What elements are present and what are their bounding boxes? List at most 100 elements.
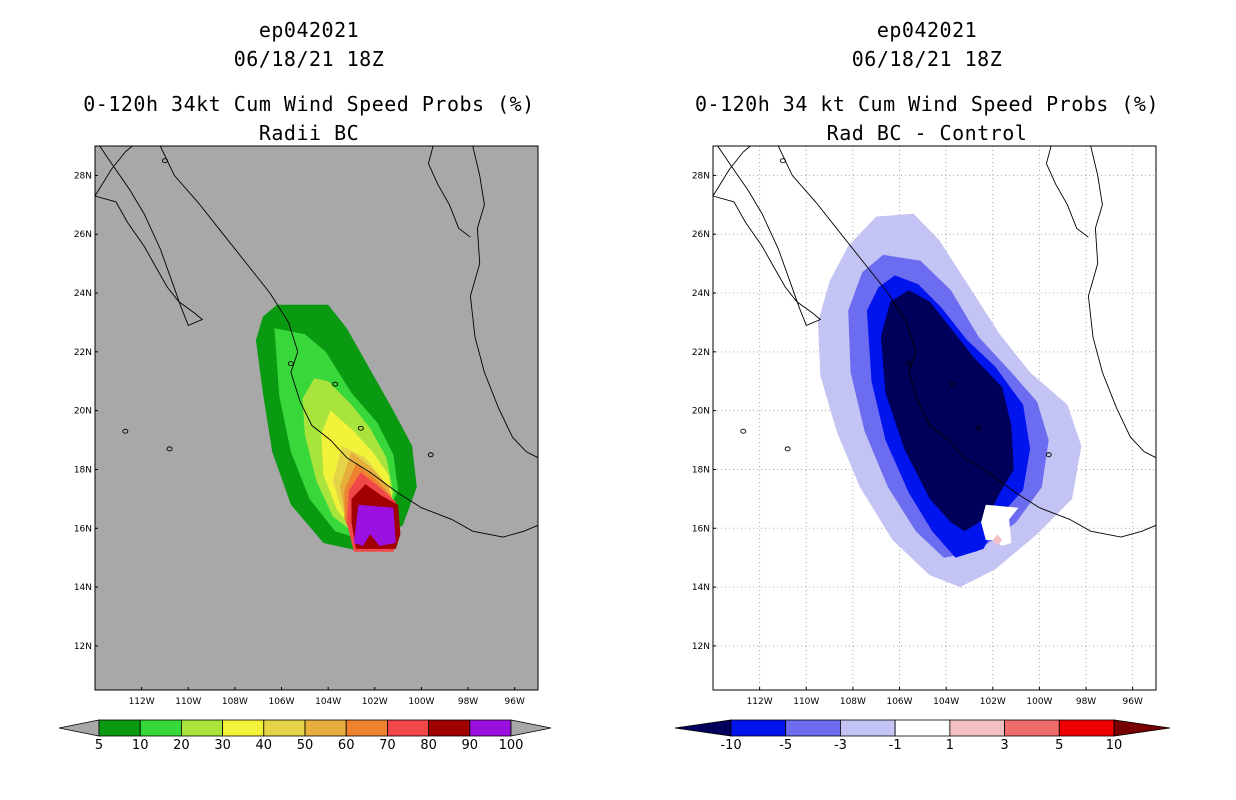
y-tick-label: 24N — [74, 289, 92, 299]
colorbar-label: 5 — [95, 738, 103, 753]
y-tick-label: 16N — [692, 524, 710, 534]
x-tick-label: 102W — [980, 697, 1006, 707]
x-tick-label: 98W — [458, 697, 478, 707]
coastline — [94, 145, 204, 326]
x-tick-label: 96W — [1123, 697, 1143, 707]
x-tick-label: 108W — [222, 697, 248, 707]
x-tick-label: 106W — [886, 697, 912, 707]
x-tick-label: 110W — [175, 697, 201, 707]
x-tick-label: 100W — [408, 697, 434, 707]
island — [427, 452, 434, 458]
right-y-axis-ticks: 12N 14N 16N 18N 20N 22N 24N 26N 28N — [692, 171, 716, 652]
y-tick-label: 26N — [74, 230, 92, 240]
y-tick-label: 28N — [692, 171, 710, 181]
left-plot-frame — [94, 145, 539, 691]
x-tick-label: 104W — [933, 697, 959, 707]
colorbar-label: 70 — [379, 738, 396, 753]
x-tick-label: 112W — [129, 697, 155, 707]
coastline — [469, 145, 539, 459]
x-tick-label: 104W — [315, 697, 341, 707]
right-title-date: 06/18/21 18Z — [851, 47, 1003, 71]
colorbar-high-arrow — [510, 719, 552, 737]
island — [122, 428, 129, 434]
right-coastlines — [712, 145, 1157, 538]
contour-level-90 — [353, 504, 396, 546]
x-tick-label: 100W — [1026, 697, 1052, 707]
y-tick-label: 20N — [74, 407, 92, 417]
y-tick-label: 26N — [692, 230, 710, 240]
x-tick-label: 96W — [505, 697, 525, 707]
colorbar-label: 50 — [297, 738, 314, 753]
island — [975, 425, 982, 431]
y-tick-label: 18N — [74, 465, 92, 475]
island — [784, 446, 791, 452]
left-title-storm-id: ep042021 — [258, 18, 360, 42]
colorbar-label: 3 — [1000, 738, 1008, 753]
left-title-date: 06/18/21 18Z — [233, 47, 385, 71]
left-title-subtitle: Radii BC — [258, 121, 360, 145]
colorbar-label: 40 — [256, 738, 273, 753]
island — [332, 381, 339, 387]
island — [161, 158, 168, 164]
colorbar-label: 5 — [1055, 738, 1063, 753]
right-plot-frame — [712, 145, 1157, 691]
colorbar-segment — [785, 719, 841, 737]
y-tick-label: 16N — [74, 524, 92, 534]
island — [357, 425, 364, 431]
colorbar-high-arrow — [1113, 719, 1171, 737]
left-coastlines — [94, 145, 539, 538]
y-tick-label: 18N — [692, 465, 710, 475]
x-tick-label: 102W — [362, 697, 388, 707]
coastline — [1045, 145, 1089, 238]
coastline — [94, 145, 133, 197]
left-chart-title: ep042021 06/18/21 18Z 0-120h 34kt Cum Wi… — [36, 16, 582, 148]
y-tick-label: 12N — [74, 642, 92, 652]
island — [950, 381, 957, 387]
colorbar-segment — [894, 719, 951, 737]
colorbar-segment — [730, 719, 787, 737]
y-tick-label: 12N — [692, 642, 710, 652]
x-tick-label: 110W — [793, 697, 819, 707]
y-tick-label: 14N — [74, 583, 92, 593]
right-chart-title: ep042021 06/18/21 18Z 0-120h 34 kt Cum W… — [654, 16, 1200, 148]
colorbar-label: -5 — [779, 738, 792, 753]
right-colorbar: -10 -5 -3 -1 1 3 5 10 — [674, 719, 1171, 753]
colorbar-label: 90 — [462, 738, 479, 753]
contour-level-3 — [992, 534, 1003, 546]
colorbar-label: 30 — [214, 738, 231, 753]
colorbar-label: 80 — [420, 738, 437, 753]
colorbar-label: 100 — [499, 738, 524, 753]
y-tick-label: 22N — [692, 348, 710, 358]
left-x-axis-ticks: 112W 110W 108W 106W 104W 102W 100W 98W 96W — [129, 687, 525, 707]
coastline — [427, 145, 471, 238]
right-title-product: 0-120h 34 kt Cum Wind Speed Probs (%) — [694, 92, 1160, 116]
colorbar-label: 10 — [132, 738, 149, 753]
x-tick-label: 98W — [1076, 697, 1096, 707]
colorbar-label: -3 — [834, 738, 847, 753]
right-title-subtitle: Rad BC - Control — [826, 121, 1028, 145]
colorbar-label: 10 — [1106, 738, 1123, 753]
coastline — [1087, 145, 1157, 459]
x-tick-label: 108W — [840, 697, 866, 707]
right-x-axis-ticks: 112W 110W 108W 106W 104W 102W 100W 98W 96W — [747, 687, 1143, 707]
coastline — [159, 145, 539, 538]
contour-level-neg10 — [880, 290, 1014, 532]
left-colorbar: 5 10 20 30 40 50 60 70 80 90 100 — [58, 719, 552, 753]
island — [287, 361, 294, 367]
y-tick-label: 28N — [74, 171, 92, 181]
coastline — [712, 145, 751, 197]
x-tick-label: 106W — [268, 697, 294, 707]
y-tick-label: 22N — [74, 348, 92, 358]
contour-level-1 — [981, 504, 1019, 546]
coastline — [712, 145, 822, 326]
island — [166, 446, 173, 452]
right-title-storm-id: ep042021 — [876, 18, 978, 42]
y-tick-label: 14N — [692, 583, 710, 593]
y-tick-label: 24N — [692, 289, 710, 299]
left-contours — [255, 304, 417, 552]
y-tick-label: 20N — [692, 407, 710, 417]
right-contours — [817, 213, 1082, 588]
coastline — [777, 145, 1157, 538]
